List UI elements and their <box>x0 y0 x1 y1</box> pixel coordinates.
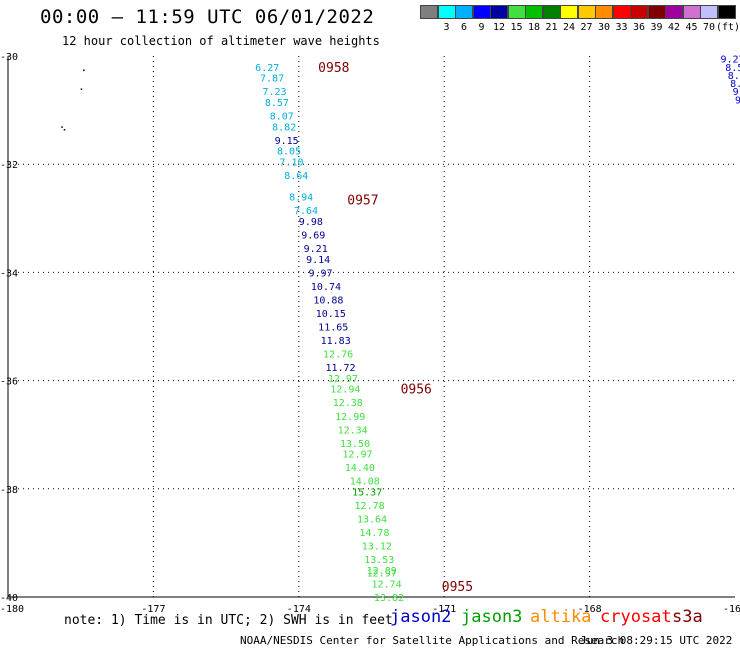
swh-value-label: 7.10 <box>279 157 303 168</box>
swh-value-label: 8.82 <box>272 122 296 133</box>
swh-value-label: 9.15 <box>275 136 299 147</box>
y-tick-label: -40 <box>0 593 18 604</box>
chart-subtitle: 12 hour collection of altimeter wave hei… <box>62 34 380 48</box>
time-label: 0957 <box>347 193 378 208</box>
swh-value-label: 8.94 <box>289 193 313 204</box>
data-dot <box>80 88 83 90</box>
scale-label: 21 <box>545 22 558 33</box>
swh-value-label: 10.15 <box>316 309 346 320</box>
scale-label: 39 <box>650 22 663 33</box>
swh-value-label: 13.82 <box>374 593 404 604</box>
scale-label: 45 <box>685 22 698 33</box>
time-label: 0956 <box>401 383 432 398</box>
swh-value-label: 11.83 <box>321 336 351 347</box>
swh-value-label: 8.57 <box>265 98 289 109</box>
x-tick-label: -180 <box>0 604 24 615</box>
time-label: 0955 <box>442 580 473 595</box>
scale-label: 27 <box>580 22 593 33</box>
scale-label: 12 <box>492 22 506 33</box>
swh-value-label: 13.53 <box>364 555 394 566</box>
swh-value-label: 9.69 <box>301 231 325 242</box>
swh-value-label: 9.97 <box>308 268 332 279</box>
swh-value-label: 9.98 <box>299 217 323 228</box>
swh-value-label: 12.97 <box>328 374 358 385</box>
swh-value-label: 9.1 <box>733 87 740 98</box>
swh-value-label: 14.78 <box>359 528 389 539</box>
swh-value-label: 12.99 <box>335 412 365 423</box>
chart-title: 00:00 – 11:59 UTC 06/01/2022 <box>40 6 375 28</box>
scale-label: 15 <box>510 22 523 33</box>
satellite-altika: altika <box>530 607 592 627</box>
x-tick-label: -168 <box>578 604 602 615</box>
swh-value-label: 12.38 <box>333 398 363 409</box>
swh-value-label: 12.74 <box>372 579 402 590</box>
time-label: 0958 <box>318 61 349 76</box>
swh-value-label: 10.88 <box>313 295 343 306</box>
satellite-jason2: jason2 <box>390 607 452 627</box>
data-dot <box>63 129 66 131</box>
swh-value-label: 14.40 <box>345 463 375 474</box>
satellite-s3a: s3a <box>672 607 703 627</box>
swh-value-label: 8.64 <box>284 171 308 182</box>
swh-value-label: 11.65 <box>318 323 348 334</box>
data-dot <box>83 69 85 72</box>
satellite-cryosat: cryosat <box>600 607 672 627</box>
swh-value-label: 12.97 <box>367 569 397 580</box>
y-tick-label: -32 <box>0 160 18 171</box>
scale-label: 6 <box>460 22 468 33</box>
x-tick-label: -171 <box>432 604 456 615</box>
scale-label: 42 <box>667 22 681 33</box>
swh-value-label: 7.87 <box>260 74 284 85</box>
swh-value-label: 13.50 <box>340 439 370 450</box>
y-tick-label: -30 <box>0 52 18 63</box>
swh-value-label: 7.64 <box>294 206 318 217</box>
x-tick-label: -177 <box>141 604 165 615</box>
swh-value-label: 9.14 <box>306 255 330 266</box>
scale-label: (ft) <box>716 22 740 33</box>
swh-value-label: 10.74 <box>311 282 341 293</box>
swh-value-label: 6.27 <box>255 63 279 74</box>
swh-value-label: 15.37 <box>352 488 382 499</box>
y-tick-label: -36 <box>0 377 18 388</box>
x-tick-label: -174 <box>287 604 311 615</box>
swh-value-label: 14.08 <box>350 477 380 488</box>
scale-label: 33 <box>615 22 628 33</box>
scale-label: 3 <box>443 22 450 33</box>
swh-value-label: 9.27 <box>720 55 740 66</box>
swh-value-label: 12.76 <box>323 350 353 361</box>
swh-value-label: 7.23 <box>262 87 286 98</box>
scale-label: 24 <box>562 22 576 33</box>
swh-value-label: 8.05 <box>277 147 301 158</box>
scale-label: 9 <box>478 22 485 33</box>
swh-value-label: 11.72 <box>325 363 355 374</box>
footer-note: note: 1) Time is in UTC; 2) SWH is in fe… <box>64 613 393 628</box>
scale-label: 18 <box>527 22 541 33</box>
credit-line: NOAA/NESDIS Center for Satellite Applica… <box>240 634 625 647</box>
swh-value-label: 12.89 <box>367 566 397 577</box>
satellite-jason3: jason3 <box>461 607 523 627</box>
scale-label: 36 <box>632 22 646 33</box>
y-tick-label: -34 <box>0 268 18 279</box>
swh-value-label: 8.68 <box>730 79 740 90</box>
swh-value-label: 9.21 <box>304 244 328 255</box>
swh-value-label: 12.78 <box>355 501 385 512</box>
swh-value-label: 12.97 <box>342 450 372 461</box>
y-tick-label: -38 <box>0 485 18 496</box>
swh-value-label: 8.07 <box>270 112 294 123</box>
data-dot <box>61 126 63 128</box>
swh-value-label: 9.1 <box>735 95 740 106</box>
generated-timestamp: Jun 3 08:29:15 UTC 2022 <box>580 634 733 647</box>
swh-value-label: 13.12 <box>362 542 392 553</box>
scale-swatch <box>717 5 736 19</box>
scale-label: 70 <box>702 22 716 33</box>
swh-value-label: 12.34 <box>338 425 368 436</box>
swh-value-label: 12.94 <box>330 385 360 396</box>
swh-value-label: 8.53 <box>725 63 740 74</box>
swh-value-label: 8.52 <box>728 71 740 82</box>
swh-value-label: 13.64 <box>357 515 387 526</box>
x-tick-label: -16 <box>723 604 740 615</box>
scale-label: 30 <box>597 22 611 33</box>
